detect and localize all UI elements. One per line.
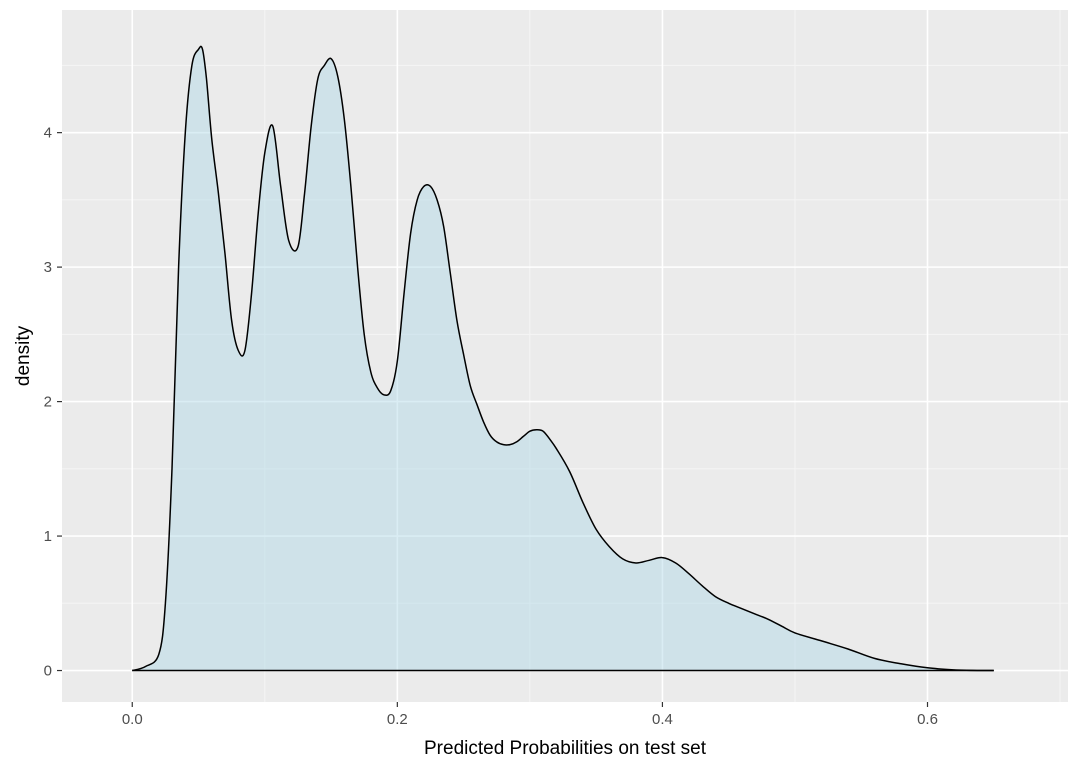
y-axis-ticks: 0 1 2 3 4	[44, 125, 62, 680]
x-tick-label: 0.6	[917, 711, 938, 728]
y-tick-label: 3	[44, 259, 52, 276]
plot-panel	[62, 10, 1068, 702]
y-tick-label: 1	[44, 528, 52, 545]
x-tick-label: 0.0	[122, 711, 143, 728]
y-tick-label: 4	[44, 125, 52, 142]
y-axis-title: density	[13, 325, 34, 386]
density-area	[132, 46, 994, 671]
y-tick-label: 0	[44, 663, 52, 680]
x-axis-title: Predicted Probabilities on test set	[424, 738, 707, 759]
density-outline	[132, 45, 994, 672]
minor-grid	[62, 10, 1068, 702]
x-axis-ticks: 0.0 0.2 0.4 0.6	[122, 702, 938, 728]
y-tick-label: 2	[44, 394, 52, 411]
x-tick-label: 0.4	[652, 711, 673, 728]
x-tick-label: 0.2	[387, 711, 408, 728]
